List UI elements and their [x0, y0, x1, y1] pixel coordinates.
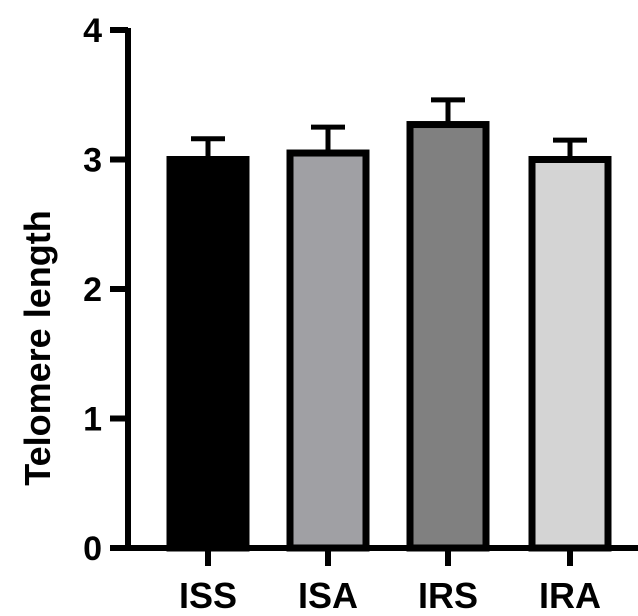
x-tick-label-isa: ISA: [298, 575, 358, 616]
bar-irs: [406, 121, 490, 552]
bar-isa: [286, 149, 370, 552]
y-tick-label: 4: [83, 12, 102, 50]
y-tick-label: 0: [83, 530, 102, 568]
x-tick-label-iss: ISS: [179, 575, 237, 616]
x-tick-label-ira: IRA: [539, 575, 601, 616]
bars: [166, 97, 612, 552]
axes: 0 1 2 3 4 ISS ISA IRS IRA: [83, 12, 638, 616]
x-tick-label-irs: IRS: [418, 575, 478, 616]
y-tick-label: 2: [83, 271, 102, 309]
bar-ira: [528, 156, 612, 552]
bar-iss: [166, 156, 250, 552]
y-axis-title: Telomere length: [17, 210, 58, 485]
y-tick-label: 3: [83, 142, 102, 180]
y-tick-label: 1: [83, 401, 102, 439]
